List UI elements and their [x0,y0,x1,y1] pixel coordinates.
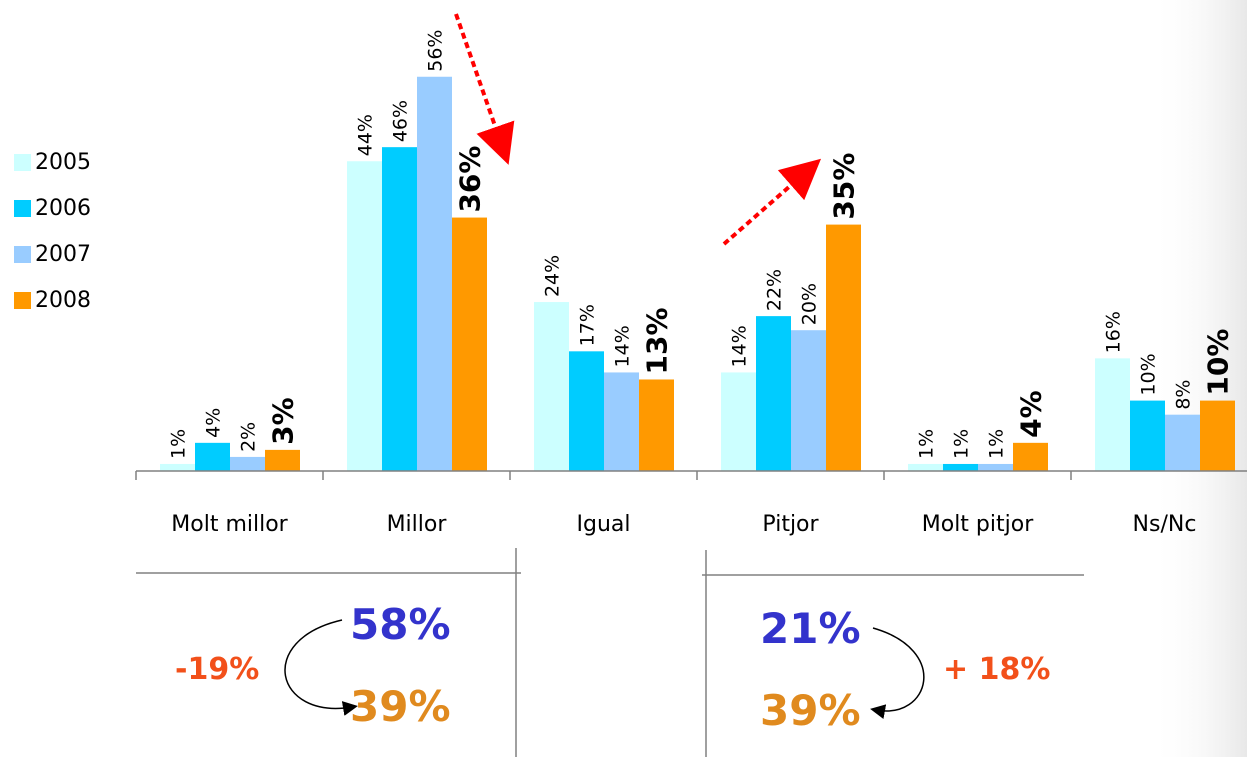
data-label: 44% [355,114,377,156]
legend-label: 2007 [35,241,91,267]
trend-up-arrow-icon [722,158,822,246]
summary-positive-2008: 39% [350,682,451,731]
data-label: 10% [1138,353,1160,395]
data-label: 1% [986,429,1008,459]
bar-2006-ns-nc [1130,400,1165,471]
category-label: Millor [387,512,448,537]
summary-positive-2007: 58% [350,600,451,649]
category-label: Ns/Nc [1133,512,1197,537]
bar-2007-pitjor [791,330,826,471]
bar-2005-pitjor [721,372,756,471]
bar-2008-molt-pitjor [1013,442,1048,471]
legend-item-2005: 2005 [14,149,91,175]
legend-label: 2008 [35,287,91,313]
bar-2008-pitjor [826,224,861,471]
curved-arrow-icon [870,627,925,720]
data-label: 4% [203,408,225,438]
data-label: 46% [390,100,412,142]
bar-2006-molt-millor [195,442,230,471]
category-label: Igual [577,512,631,537]
bar-2006-molt-pitjor [943,463,978,471]
bar-2005-ns-nc [1095,358,1130,471]
bar-2007-molt-millor [230,456,265,471]
summary-negative-2007: 21% [760,604,861,653]
summary-positive-change: -19% [175,652,260,687]
bar-2005-millor [347,161,382,472]
background-fade [1150,0,1247,757]
data-label: 1% [916,429,938,459]
data-label: 1% [951,429,973,459]
bar-2005-molt-millor [160,463,195,471]
legend-item-2006: 2006 [14,195,91,221]
data-label: 10% [1202,329,1235,396]
category-label: Pitjor [762,512,819,537]
data-label: 22% [764,269,786,311]
data-label: 36% [454,146,487,213]
legend-swatch-2008 [14,291,31,309]
legend-item-2008: 2008 [14,287,91,313]
data-label: 2% [238,422,260,452]
data-label: 20% [799,283,821,325]
legend-label: 2005 [35,149,91,175]
legend: 2005 2006 2007 2008 [14,150,91,334]
data-label: 13% [641,307,674,374]
bar-2007-millor [417,76,452,471]
bar-2006-pitjor [756,316,791,471]
legend-label: 2006 [35,195,91,221]
bar-2008-igual [639,379,674,471]
trend-down-arrow-icon [454,13,515,165]
data-label: 8% [1173,380,1195,410]
legend-swatch-2005 [14,153,31,171]
bar-2008-molt-millor [265,449,300,471]
bar-2006-igual [569,351,604,471]
data-label: 14% [729,325,751,367]
category-label: Molt pitjor [922,512,1034,537]
bar-2005-igual [534,302,569,471]
data-label: 4% [1015,390,1048,438]
data-label: 35% [828,153,861,220]
bar-2007-igual [604,372,639,471]
legend-swatch-2006 [14,199,31,217]
data-label: 3% [267,397,300,445]
legend-item-2007: 2007 [14,241,91,267]
summary-negative-change: + 18% [943,652,1051,687]
data-label: 17% [577,304,599,346]
data-label: 56% [425,30,447,72]
bar-2005-molt-pitjor [908,463,943,471]
data-label: 14% [612,325,634,367]
bar-2008-ns-nc [1200,400,1235,471]
bar-2006-millor [382,147,417,471]
summary-negative-2008: 39% [760,686,861,735]
legend-swatch-2007 [14,245,31,263]
bar-2008-millor [452,217,487,471]
curved-arrow-icon [284,619,358,716]
data-label: 24% [542,255,564,297]
bar-2007-molt-pitjor [978,463,1013,471]
category-label: Molt millor [171,512,288,537]
bar-2007-ns-nc [1165,414,1200,471]
data-label: 1% [168,429,190,459]
data-label: 16% [1103,311,1125,353]
